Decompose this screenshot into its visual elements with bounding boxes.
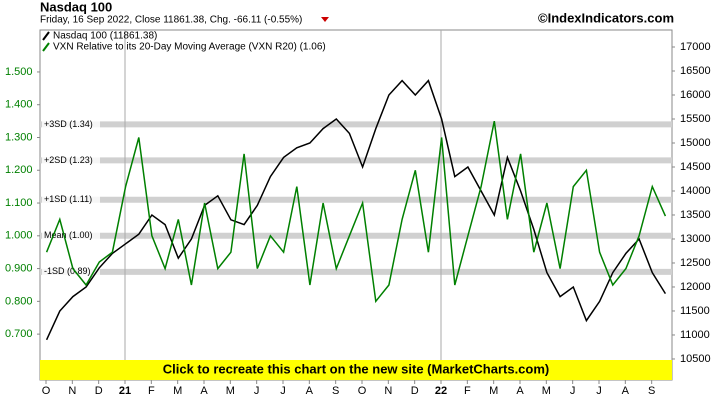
reference-label-box <box>42 118 100 131</box>
x-tick-label: M <box>226 385 235 397</box>
x-tick-label: J <box>570 385 576 397</box>
legend-swatch <box>42 42 50 52</box>
y-tick-label: 1.500 <box>5 66 33 78</box>
x-tick-label: M <box>489 385 498 397</box>
legend-label: VXN Relative to its 20-Day Moving Averag… <box>53 42 326 53</box>
reference-label: -1SD (0.89) <box>44 266 91 276</box>
y-tick-label: 1.000 <box>5 230 33 242</box>
x-tick-label: A <box>516 385 524 397</box>
reference-label: Mean (1.00) <box>44 230 93 240</box>
x-tick-label: 21 <box>119 385 131 397</box>
y2-tick-label: 14000 <box>680 185 711 197</box>
plot-area <box>39 29 673 381</box>
y-tick-label: 0.700 <box>5 328 33 340</box>
y2-tick-label: 13000 <box>680 233 711 245</box>
x-tick-label: O <box>42 385 51 397</box>
x-tick-label: O <box>358 385 367 397</box>
x-tick-label: S <box>332 385 339 397</box>
y-tick-label: 1.200 <box>5 164 33 176</box>
y2-tick-label: 11500 <box>680 305 710 317</box>
y2-tick-label: 14500 <box>680 161 711 173</box>
y-tick-label: 1.100 <box>5 197 33 209</box>
reference-label-box <box>42 154 100 167</box>
x-tick-label: D <box>95 385 103 397</box>
chart-title: Nasdaq 100 <box>40 0 112 14</box>
y-tick-label: 0.800 <box>5 295 33 307</box>
y2-tick-label: 12500 <box>680 257 711 269</box>
y2-tick-label: 12000 <box>680 281 711 293</box>
x-tick-label: J <box>280 385 286 397</box>
reference-label-box <box>42 265 100 278</box>
legend-label: Nasdaq 100 (11861.38) <box>53 31 157 42</box>
reference-label: +3SD (1.34) <box>44 119 93 129</box>
y2-tick-label: 10500 <box>680 353 711 365</box>
y2-tick-label: 13500 <box>680 209 711 221</box>
y2-tick-label: 15000 <box>680 137 711 149</box>
x-tick-label: A <box>200 385 208 397</box>
y2-tick-label: 16500 <box>680 65 711 77</box>
source: ©IndexIndicators.com <box>538 10 674 25</box>
x-tick-label: J <box>596 385 602 397</box>
y-tick-label: 1.400 <box>5 99 33 111</box>
x-tick-label: N <box>68 385 76 397</box>
x-tick-label: J <box>254 385 260 397</box>
y2-tick-label: 11000 <box>680 329 710 341</box>
x-tick-label: D <box>411 385 419 397</box>
x-tick-label: A <box>306 385 314 397</box>
reference-label-box <box>42 193 100 206</box>
x-tick-label: S <box>648 385 655 397</box>
reference-label: +1SD (1.11) <box>44 194 92 204</box>
x-tick-label: F <box>464 385 471 397</box>
y-tick-label: 0.900 <box>5 262 33 274</box>
x-tick-label: A <box>622 385 630 397</box>
series-line <box>45 120 667 304</box>
down-arrow <box>321 17 329 22</box>
y-tick-label: 1.300 <box>5 131 33 143</box>
banner-text[interactable]: Click to recreate this chart on the new … <box>163 361 550 376</box>
chart-subtitle: Friday, 16 Sep 2022, Close 11861.38, Chg… <box>40 15 302 26</box>
y2-tick-label: 16000 <box>680 89 711 101</box>
x-tick-label: 22 <box>435 385 447 397</box>
reference-label-box <box>42 229 100 242</box>
y2-tick-label: 17000 <box>680 41 711 53</box>
x-tick-label: F <box>148 385 155 397</box>
x-tick-label: N <box>384 385 392 397</box>
x-tick-label: M <box>173 385 182 397</box>
y2-tick-label: 15500 <box>680 113 711 125</box>
banner-link[interactable]: Click to recreate this chart on the new … <box>40 360 672 380</box>
legend-swatch <box>42 31 50 41</box>
x-tick-label: M <box>542 385 551 397</box>
reference-label: +2SD (1.23) <box>44 155 93 165</box>
banner[interactable] <box>40 360 672 380</box>
